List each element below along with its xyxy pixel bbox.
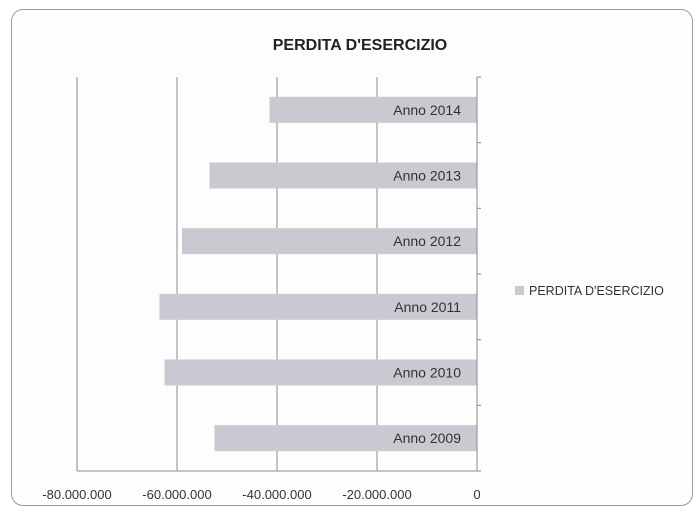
axes: -80.000.000 -60.000.000 -40.000.000 -20.000… — [42, 76, 481, 502]
bar — [159, 293, 477, 320]
bars — [159, 96, 477, 452]
legend-label: PERDITA D'ESERCIZIO — [529, 284, 664, 298]
category-label: Anno 2010 — [393, 365, 461, 381]
grid-lines — [76, 77, 378, 471]
bar — [214, 425, 477, 452]
x-tick-label: -60.000.000 — [142, 487, 211, 502]
category-label: Anno 2009 — [393, 430, 461, 446]
category-label: Anno 2013 — [393, 168, 461, 184]
x-tick-label: -80.000.000 — [42, 487, 111, 502]
category-label: Anno 2012 — [393, 233, 461, 249]
chart-title: PERDITA D'ESERCIZIO — [273, 37, 447, 54]
category-label: Anno 2011 — [394, 299, 461, 315]
x-tick-label: 0 — [473, 487, 480, 502]
chart-frame — [11, 9, 693, 506]
legend-swatch — [515, 286, 524, 295]
bar — [182, 228, 477, 255]
x-tick-label: -20.000.000 — [342, 487, 411, 502]
category-label: Anno 2014 — [393, 102, 461, 118]
bar — [164, 359, 477, 386]
bar — [209, 162, 477, 189]
legend: PERDITA D'ESERCIZIO — [515, 284, 664, 298]
x-tick-label: -40.000.000 — [242, 487, 311, 502]
bar — [269, 96, 477, 123]
